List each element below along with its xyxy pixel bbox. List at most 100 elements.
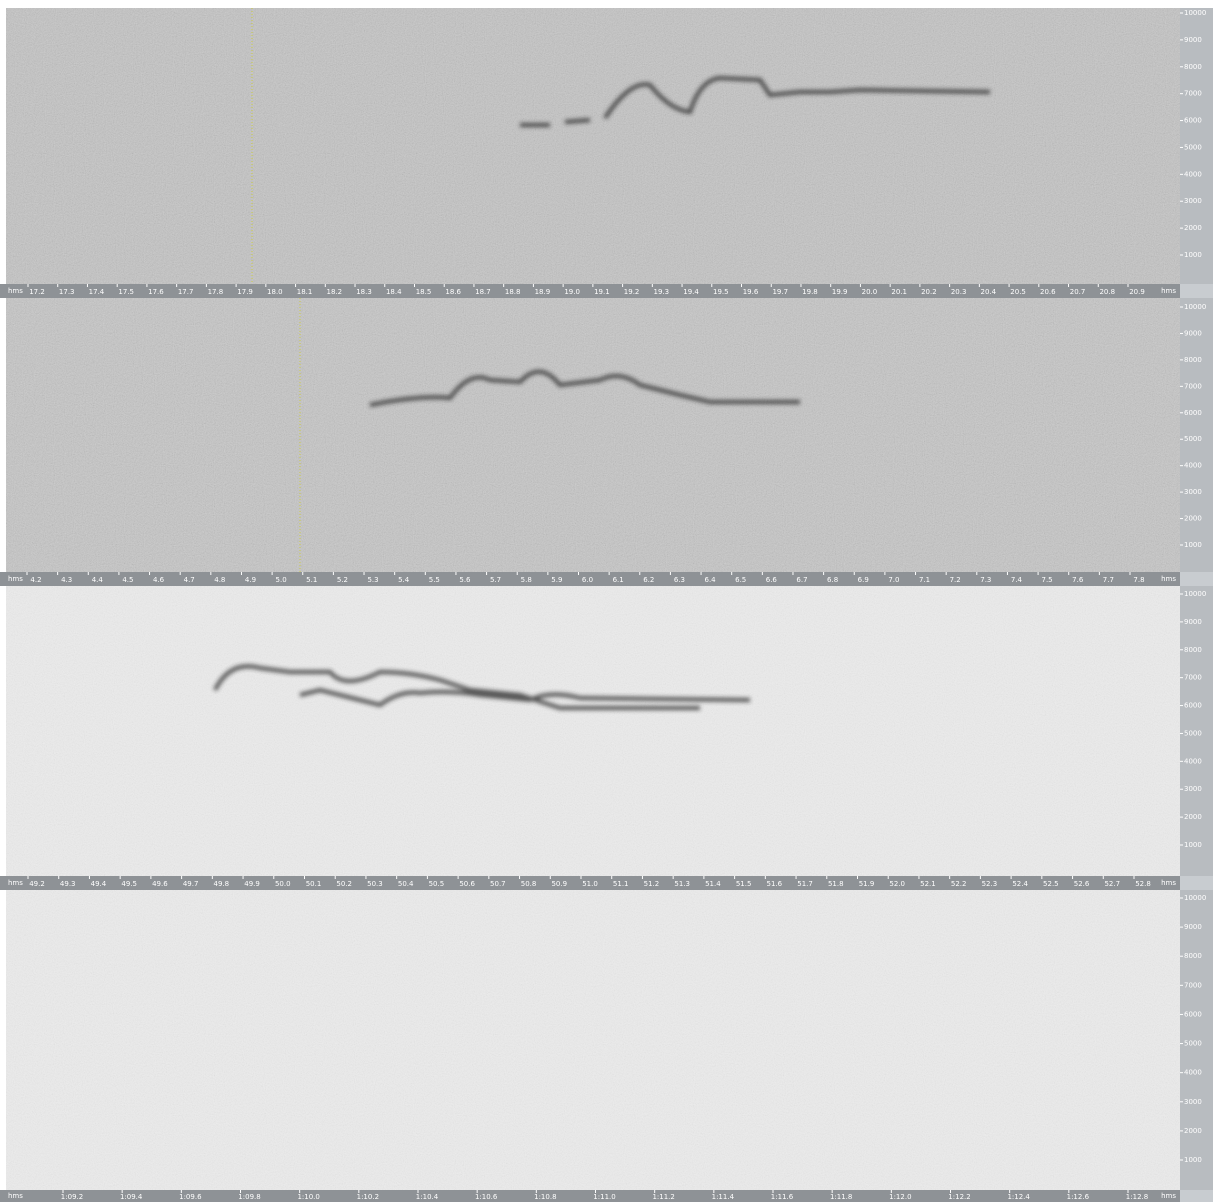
x-tick-label: 7.8 <box>1133 576 1144 584</box>
spectrogram-noise <box>6 8 1180 284</box>
x-tick-label: 51.3 <box>674 880 690 888</box>
x-tick-label: 19.7 <box>772 288 788 296</box>
x-tick-label: 4.6 <box>153 576 165 584</box>
x-tick-label: 19.6 <box>743 288 759 296</box>
x-tick-label: 5.5 <box>429 576 440 584</box>
x-tick-label: 18.1 <box>297 288 313 296</box>
x-tick-label: 6.9 <box>858 576 869 584</box>
x-tick-label: 4.2 <box>30 576 41 584</box>
x-tick-label: 5.9 <box>551 576 562 584</box>
x-tick-label: 6.0 <box>582 576 593 584</box>
y-tick-label: 4000 <box>1184 757 1202 765</box>
x-tick-label: 4.4 <box>92 576 104 584</box>
x-unit-label: hms <box>1161 1192 1176 1200</box>
x-tick-label: 18.6 <box>445 288 461 296</box>
x-unit-label: hms <box>8 879 23 887</box>
x-tick-label: 50.6 <box>459 880 475 888</box>
spectrogram-noise <box>6 890 1180 1190</box>
x-tick-label: 6.1 <box>613 576 624 584</box>
y-tick-label: 6000 <box>1184 702 1202 710</box>
x-tick-label: 20.6 <box>1040 288 1056 296</box>
x-tick-label: 50.8 <box>521 880 537 888</box>
x-tick-label: 1:10.6 <box>475 1193 498 1201</box>
x-tick-label: 20.2 <box>921 288 937 296</box>
x-tick-label: 1:09.2 <box>61 1193 83 1201</box>
x-tick-label: 5.8 <box>521 576 532 584</box>
x-unit-label: hms <box>1161 287 1176 295</box>
x-tick-label: 19.9 <box>832 288 848 296</box>
x-tick-label: 20.8 <box>1099 288 1115 296</box>
y-tick-label: 3000 <box>1184 1098 1202 1106</box>
x-tick-label: 52.0 <box>889 880 905 888</box>
x-tick-label: 50.9 <box>551 880 567 888</box>
x-tick-label: 50.7 <box>490 880 506 888</box>
x-tick-label: 7.1 <box>919 576 930 584</box>
x-tick-label: 20.7 <box>1070 288 1086 296</box>
x-tick-label: 1:12.0 <box>889 1193 911 1201</box>
x-tick-label: 18.7 <box>475 288 491 296</box>
x-tick-label: 7.2 <box>950 576 961 584</box>
x-tick-label: 1:10.0 <box>297 1193 319 1201</box>
x-tick-label: 20.4 <box>981 288 997 296</box>
x-tick-label: 6.5 <box>735 576 746 584</box>
x-tick-label: 19.3 <box>654 288 670 296</box>
y-tick-label: 1000 <box>1184 841 1202 849</box>
x-tick-label: 50.1 <box>306 880 322 888</box>
x-tick-label: 49.6 <box>152 880 168 888</box>
x-tick-label: 51.4 <box>705 880 721 888</box>
x-tick-label: 52.4 <box>1012 880 1028 888</box>
x-unit-label: hms <box>8 287 23 295</box>
x-tick-label: 5.1 <box>306 576 317 584</box>
x-tick-label: 6.7 <box>796 576 807 584</box>
x-tick-label: 20.9 <box>1129 288 1145 296</box>
x-tick-label: 18.9 <box>535 288 551 296</box>
y-tick-label: 9000 <box>1184 329 1202 337</box>
x-tick-label: 17.2 <box>29 288 45 296</box>
y-tick-label: 2000 <box>1184 1127 1202 1135</box>
x-tick-label: 1:10.4 <box>416 1193 439 1201</box>
x-tick-label: 1:12.6 <box>1067 1193 1090 1201</box>
x-tick-label: 19.8 <box>802 288 818 296</box>
y-tick-label: 1000 <box>1184 541 1202 549</box>
y-tick-label: 2000 <box>1184 813 1202 821</box>
x-tick-label: 19.4 <box>683 288 699 296</box>
axis-corner <box>1180 284 1213 298</box>
x-tick-label: 7.4 <box>1011 576 1023 584</box>
x-tick-label: 50.4 <box>398 880 414 888</box>
x-tick-label: 1:11.8 <box>830 1193 852 1201</box>
y-tick-label: 4000 <box>1184 1069 1202 1077</box>
x-tick-label: 5.7 <box>490 576 501 584</box>
y-tick-label: 4000 <box>1184 462 1202 470</box>
x-tick-label: 49.8 <box>214 880 230 888</box>
x-tick-label: 19.0 <box>564 288 580 296</box>
x-axis <box>0 572 1213 586</box>
x-tick-label: 7.5 <box>1042 576 1053 584</box>
y-tick-label: 5000 <box>1184 729 1202 737</box>
y-tick-label: 9000 <box>1184 923 1202 931</box>
x-tick-label: 51.0 <box>582 880 598 888</box>
x-tick-label: 52.2 <box>951 880 967 888</box>
x-tick-label: 6.8 <box>827 576 838 584</box>
y-tick-label: 7000 <box>1184 981 1202 989</box>
y-tick-label: 8000 <box>1184 63 1202 71</box>
y-tick-label: 3000 <box>1184 785 1202 793</box>
x-tick-label: 4.8 <box>214 576 225 584</box>
x-tick-label: 4.5 <box>122 576 133 584</box>
x-tick-label: 18.2 <box>327 288 343 296</box>
y-tick-label: 4000 <box>1184 170 1202 178</box>
x-tick-label: 19.2 <box>624 288 640 296</box>
x-tick-label: 20.0 <box>862 288 878 296</box>
x-tick-label: 52.6 <box>1074 880 1090 888</box>
x-tick-label: 17.9 <box>237 288 253 296</box>
x-tick-label: 5.2 <box>337 576 348 584</box>
y-tick-label: 6000 <box>1184 117 1202 125</box>
y-tick-label: 9000 <box>1184 36 1202 44</box>
x-tick-label: 50.3 <box>367 880 383 888</box>
spectrogram-window: hmshms17.217.317.417.517.617.717.817.918… <box>0 0 1213 1202</box>
x-tick-label: 51.9 <box>859 880 875 888</box>
y-tick-label: 8000 <box>1184 646 1202 654</box>
x-tick-label: 6.4 <box>704 576 716 584</box>
x-tick-label: 1:10.2 <box>357 1193 379 1201</box>
